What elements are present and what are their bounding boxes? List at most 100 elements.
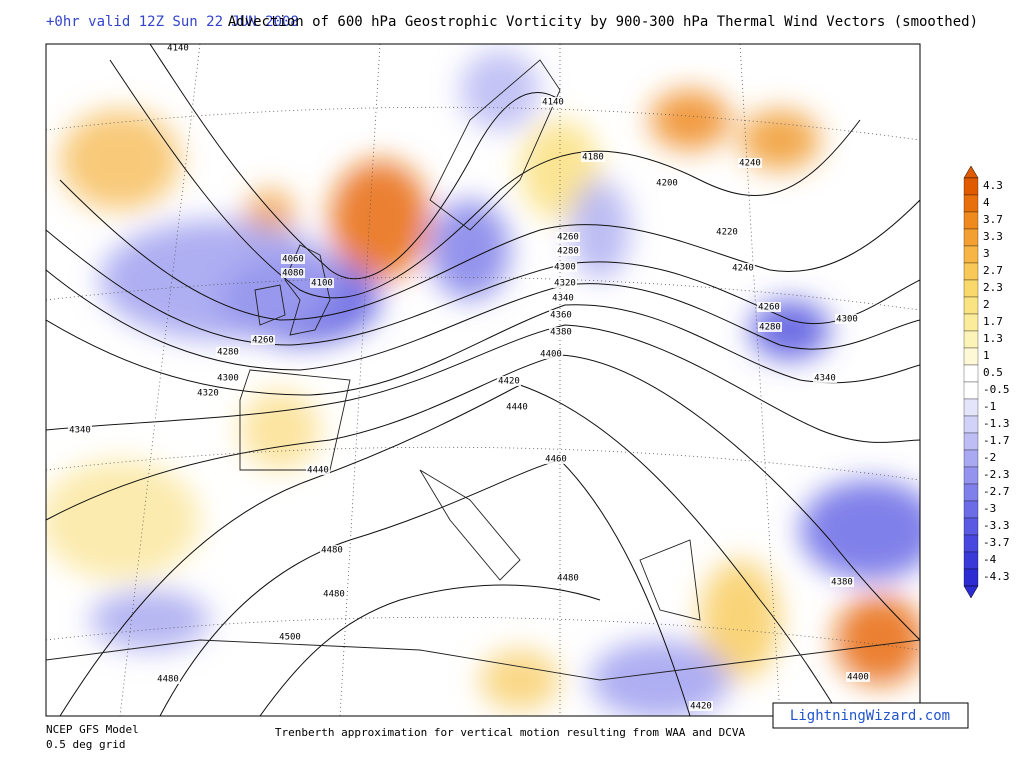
- colorbar-swatch: [963, 568, 979, 587]
- brand[interactable]: LightningWizard.com: [790, 708, 950, 724]
- colorbar-swatch: [963, 245, 979, 264]
- colorbar-label: -1.3: [983, 417, 1010, 430]
- contour-label-bg: [835, 314, 859, 324]
- shade-blob: [590, 640, 730, 716]
- shade-blob: [750, 300, 830, 360]
- contour-label: 4420: [690, 702, 712, 712]
- shade-blob: [90, 590, 210, 650]
- contour-label-bg: [556, 246, 580, 256]
- colorbar: 4.3 4 3.7 3.3 3 2.7 2.3 2 1.7 1.3 1 0.5 -0.5 -1 -1.3 -1…: [963, 165, 1010, 599]
- colorbar-label: -1.7: [983, 434, 1010, 447]
- contour-label: 4500: [279, 633, 301, 643]
- contour-label: 4300: [554, 263, 576, 273]
- shade-blob: [740, 110, 820, 170]
- contour-label-bg: [581, 152, 605, 162]
- contour-label-bg: [556, 232, 580, 242]
- contour-label-bg: [655, 178, 679, 188]
- ireland: [254, 284, 286, 326]
- contour: [109, 59, 861, 299]
- contour-label-bg: [216, 347, 240, 357]
- contour-label: 4280: [759, 323, 781, 333]
- colorbar-label: 1.7: [983, 315, 1003, 328]
- contour-label-bg: [539, 349, 563, 359]
- colorbar-swatch: [963, 432, 979, 451]
- colorbar-label: -0.5: [983, 383, 1010, 396]
- contour-label: 4320: [554, 279, 576, 289]
- colorbar-label: -1: [983, 400, 996, 413]
- colorbar-swatch: [963, 194, 979, 213]
- contour-label-bg: [251, 335, 275, 345]
- contour-label: 4320: [197, 389, 219, 399]
- colorbar-arrow-top: [963, 165, 979, 179]
- colorbar-swatch: [963, 466, 979, 485]
- contour-label-bg: [551, 293, 575, 303]
- contour-label-bg: [553, 262, 577, 272]
- shade-blob: [100, 220, 340, 340]
- colorbar-swatch: [963, 534, 979, 553]
- colorbar-label: 3: [983, 247, 990, 260]
- contour-label: 4220: [716, 228, 738, 238]
- colorbar-swatch: [963, 551, 979, 570]
- colorbar-label: 2: [983, 298, 990, 311]
- greece: [639, 539, 701, 621]
- contour-label: 4400: [847, 673, 869, 683]
- north-africa: [46, 639, 920, 681]
- contour-label-bg: [322, 589, 346, 599]
- contour-label: 4260: [557, 233, 579, 243]
- contour: [46, 324, 920, 443]
- colorbar-swatch: [963, 347, 979, 366]
- contour-label-bg: [68, 425, 92, 435]
- contour-label-bg: [738, 158, 762, 168]
- colorbar-label: -3: [983, 502, 996, 515]
- colorbar-label: 1.3: [983, 332, 1003, 345]
- contour: [259, 584, 601, 716]
- contour-label-bg: [320, 545, 344, 555]
- iberia: [239, 369, 351, 471]
- contour-label: 4480: [157, 675, 179, 685]
- contour-label: 4260: [252, 336, 274, 346]
- colorbar-swatch: [963, 364, 979, 383]
- contour-label: 4080: [282, 269, 304, 279]
- contour-label-bg: [216, 373, 240, 383]
- contour-label: 4360: [550, 311, 572, 321]
- shade-blob: [330, 160, 430, 280]
- contour-label: 4340: [69, 426, 91, 436]
- coastlines: [46, 59, 920, 681]
- shade-blob: [46, 460, 200, 580]
- shade-blob: [460, 50, 540, 130]
- model-name: NCEP GFS Model: [46, 723, 139, 736]
- contour-label-bg: [758, 322, 782, 332]
- colorbar-arrow-bottom: [963, 585, 979, 599]
- contour-label-bg: [310, 278, 334, 288]
- contour-label-bg: [281, 254, 305, 264]
- contour-label: 4340: [814, 374, 836, 384]
- contour-label: 4240: [732, 264, 754, 274]
- contour-label: 4460: [545, 455, 567, 465]
- contour-label: 4480: [323, 590, 345, 600]
- contour-label: 4380: [831, 578, 853, 588]
- contour-label-bg: [715, 227, 739, 237]
- colorbar-swatch: [963, 415, 979, 434]
- contour-label-bg: [553, 278, 577, 288]
- contour-label: 4440: [506, 403, 528, 413]
- colorbar-swatch: [963, 296, 979, 315]
- colorbar-swatch: [963, 381, 979, 400]
- colorbar-label: -3.7: [983, 536, 1010, 549]
- contour-label: 4380: [550, 328, 572, 338]
- longitude-lines: [119, 44, 781, 716]
- colorbar-label: 2.7: [983, 264, 1003, 277]
- shade-blob: [60, 110, 180, 210]
- colorbar-swatch: [963, 228, 979, 247]
- contour-label: 4240: [739, 159, 761, 169]
- grid-spacing: 0.5 deg grid: [46, 738, 125, 751]
- shade-blob: [570, 180, 630, 280]
- contour: [46, 269, 920, 371]
- contour-labels: 4140 4140 4180 4200 4240 4220 4240 4260 4280 4300…: [68, 44, 870, 712]
- shade-blob: [430, 200, 510, 300]
- colorbar-label: -2.3: [983, 468, 1010, 481]
- contour-label: 4340: [552, 294, 574, 304]
- colorbar-label: 1: [983, 349, 990, 362]
- contour: [59, 179, 920, 321]
